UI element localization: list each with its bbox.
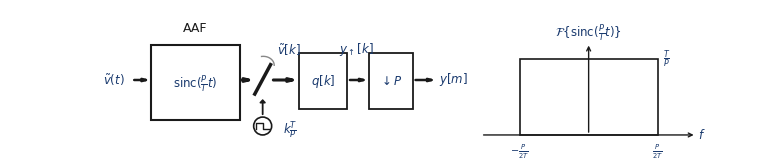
Text: AAF: AAF [183,22,208,35]
Text: $\tilde{v}(t)$: $\tilde{v}(t)$ [103,72,125,88]
Text: $\frac{P}{2T}$: $\frac{P}{2T}$ [652,143,663,161]
Text: $y_{\uparrow}[k]$: $y_{\uparrow}[k]$ [339,41,374,58]
Text: $\mathcal{F}\{\mathrm{sinc}(\frac{P}{T}t)\}$: $\mathcal{F}\{\mathrm{sinc}(\frac{P}{T}t… [555,22,622,44]
Text: $y[m]$: $y[m]$ [440,72,468,88]
Bar [151,45,240,120]
Text: $\frac{T}{P}$: $\frac{T}{P}$ [662,49,670,70]
Bar [520,59,658,135]
Text: $-\frac{P}{2T}$: $-\frac{P}{2T}$ [510,143,529,161]
Bar [369,53,412,109]
Text: $f$: $f$ [699,128,706,142]
Text: $\mathrm{sinc}(\frac{P}{T}t)$: $\mathrm{sinc}(\frac{P}{T}t)$ [173,73,217,95]
Bar [299,53,347,109]
Text: $\downarrow P$: $\downarrow P$ [379,75,403,88]
Text: $k\frac{T}{P}$: $k\frac{T}{P}$ [283,119,298,141]
Text: $q[k]$: $q[k]$ [310,73,335,90]
Text: $\tilde{v}[k]$: $\tilde{v}[k]$ [278,43,301,58]
